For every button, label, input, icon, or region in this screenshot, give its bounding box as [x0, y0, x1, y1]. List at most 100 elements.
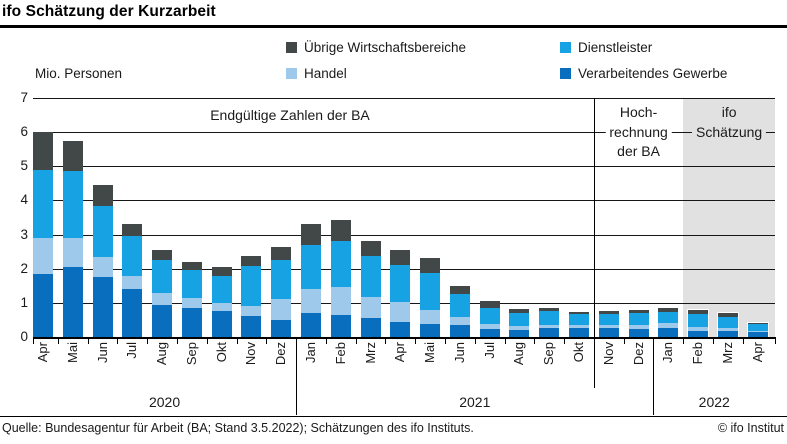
bar-segment [598, 328, 619, 337]
legend-label: Handel [304, 65, 347, 81]
bar-segment [628, 310, 649, 314]
bar-segment [479, 329, 500, 337]
bar-segment [598, 324, 619, 329]
bar-segment [479, 301, 500, 308]
bar-stack [687, 309, 710, 338]
month-tick [236, 337, 238, 344]
bar-stack [271, 246, 292, 337]
bar-segment [569, 328, 590, 337]
x-tick-month-label: Mrz [362, 342, 378, 364]
y-tick-label: 6 [20, 124, 28, 140]
bar-segment [211, 267, 232, 276]
month-tick [57, 337, 59, 344]
bar-segment [92, 277, 113, 337]
month-tick [385, 337, 387, 344]
legend-item-handel: Handel [286, 65, 347, 81]
bar-stack [569, 312, 590, 337]
bar-segment [122, 275, 143, 290]
bar-segment [92, 256, 113, 278]
bar-segment [717, 317, 738, 328]
page-title: ifo Schätzung der Kurzarbeit [2, 3, 216, 20]
x-tick-month-label: Jul [481, 342, 497, 359]
legend-swatch-handel-icon [286, 67, 297, 79]
y-tick-label: 1 [20, 294, 28, 310]
bar-stack [509, 309, 530, 337]
bar-segment [301, 289, 322, 314]
month-tick [683, 337, 685, 344]
bar-segment [152, 293, 173, 305]
bar-segment [360, 318, 381, 337]
bar-segment [241, 316, 262, 337]
month-tick [474, 337, 476, 344]
bar-segment [181, 262, 202, 270]
bar-stack [716, 312, 739, 338]
bar-stack [62, 140, 83, 337]
x-tick-month-label: Sep [183, 342, 199, 366]
x-tick-month-label: Dez [273, 342, 289, 366]
bar-segment [539, 328, 560, 337]
year-separator-line [296, 337, 298, 415]
x-tick-month-label: Mrz [719, 342, 735, 364]
bar-stack [211, 267, 232, 337]
month-tick [87, 337, 89, 344]
bar-stack [449, 286, 470, 337]
bar-segment [569, 314, 590, 326]
legend-item-uebrige: Übrige Wirtschaftsbereiche [286, 40, 466, 55]
bar-segment [360, 256, 381, 297]
x-tick-month-label: Aug [511, 342, 527, 366]
bar-segment [420, 309, 441, 325]
x-tick-month-label: Apr [749, 342, 765, 363]
x-tick-month-label: Sep [541, 342, 557, 366]
x-tick-month-label: Aug [154, 342, 170, 366]
bar-segment [449, 293, 470, 318]
bar-segment [509, 326, 530, 331]
bar-stack [539, 307, 560, 337]
gridline [33, 166, 775, 168]
bar-segment [658, 327, 679, 337]
x-axis-year-label: 2022 [698, 394, 730, 410]
bar-segment [658, 307, 679, 313]
bar-segment [211, 302, 232, 312]
x-tick-month-label: Apr [392, 342, 408, 363]
month-tick [742, 337, 744, 344]
stacked-bar-chart: 0 1 2 3 4 5 6 7 Apr Mai Jun Jul Aug Sep Okt Nov Dez Jan Fe… [20, 90, 776, 415]
bar-segment [92, 185, 113, 206]
x-axis-year-label: 2021 [459, 394, 491, 410]
bar-segment [539, 324, 560, 329]
bar-stack [360, 240, 381, 337]
x-tick-month-label: Jan [660, 342, 676, 363]
bar-segment [390, 321, 411, 337]
bar-segment [181, 269, 202, 298]
bar-segment [479, 307, 500, 324]
bar-segment [360, 296, 381, 319]
gridline [33, 200, 775, 202]
month-tick [415, 337, 417, 344]
bar-segment [181, 297, 202, 308]
bar-segment [152, 250, 173, 261]
copyright-note: © ifo Institut [717, 421, 784, 435]
bar-segment [241, 306, 262, 317]
bar-segment [658, 312, 679, 323]
source-note: Quelle: Bundesagentur für Arbeit (BA; St… [2, 421, 474, 435]
x-tick-month-label: Mai [422, 342, 438, 363]
bar-segment [330, 314, 351, 337]
bar-segment [688, 313, 709, 328]
bar-segment [62, 266, 83, 337]
bar-stack [479, 301, 500, 337]
bar-segment [628, 313, 649, 325]
bar-segment [211, 311, 232, 337]
bar-segment [390, 264, 411, 303]
bar-segment [62, 237, 83, 267]
bar-segment [241, 256, 262, 267]
bar-stack [92, 185, 113, 337]
x-tick-month-label: Jun [94, 342, 110, 363]
y-tick-label: 2 [20, 260, 28, 276]
bar-segment [241, 266, 262, 307]
bar-segment [688, 327, 709, 331]
x-tick-month-label: Jun [451, 342, 467, 363]
bar-segment [271, 260, 292, 300]
bar-stack [598, 311, 619, 337]
bar-segment [390, 302, 411, 322]
bar-stack [628, 310, 649, 337]
bar-segment [271, 319, 292, 337]
